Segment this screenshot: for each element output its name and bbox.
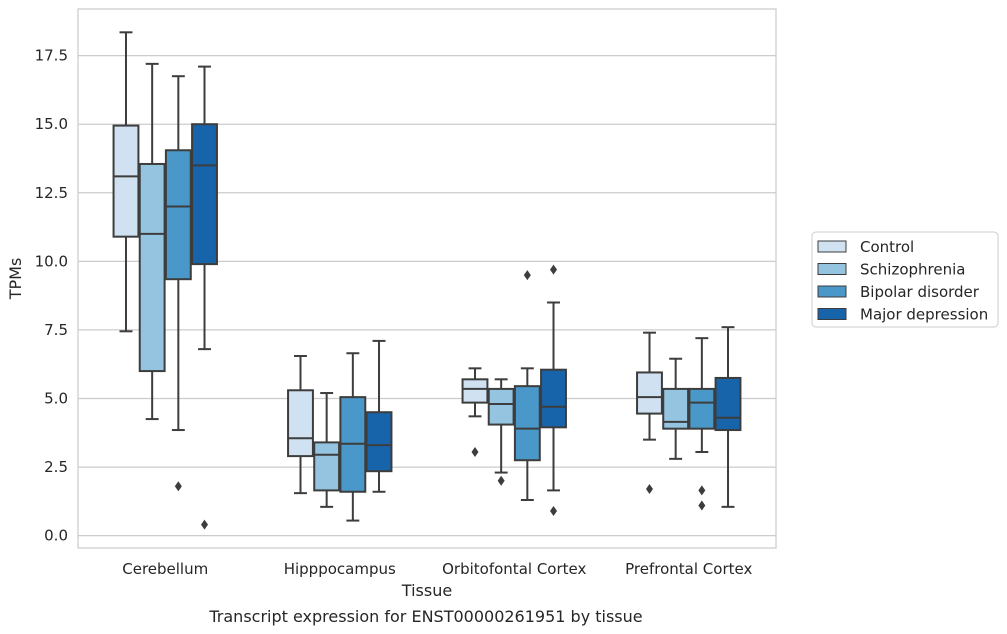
y-tick-label: 7.5	[44, 321, 68, 339]
box-iqr	[365, 411, 393, 473]
box-bipolar-disorder	[688, 337, 716, 511]
box-major-depression	[540, 264, 567, 516]
y-tick-label: 0.0	[44, 527, 68, 545]
box-major-depression	[365, 339, 393, 493]
chart-caption: Transcript expression for ENST0000026195…	[208, 607, 642, 626]
x-tick-label: Orbitofontal Cortex	[442, 560, 586, 578]
box-iqr	[138, 162, 166, 373]
box-iqr	[540, 368, 567, 429]
outlier-point	[497, 475, 505, 486]
y-axis-label: TPMs	[6, 258, 25, 301]
box-major-depression	[714, 326, 742, 508]
box-iqr	[513, 385, 541, 462]
box-iqr	[112, 124, 140, 238]
box-iqr	[313, 441, 341, 492]
box-schizophrenia	[313, 392, 341, 508]
legend-swatch	[817, 240, 847, 253]
box-iqr	[287, 389, 314, 458]
outlier-point	[174, 481, 182, 492]
box-iqr	[487, 387, 515, 426]
legend-label: Bipolar disorder	[860, 283, 980, 301]
plot-frame	[77, 8, 777, 549]
outlier-point	[645, 484, 653, 495]
outlier-point	[698, 485, 706, 496]
y-tick-label: 10.0	[35, 252, 68, 270]
box-control	[461, 367, 489, 457]
box-schizophrenia	[138, 62, 166, 421]
outlier-point	[550, 264, 558, 275]
outlier-point	[471, 446, 479, 457]
legend-frame	[811, 231, 999, 328]
box-iqr	[164, 149, 192, 281]
box-control	[636, 331, 663, 495]
x-tick-label: Prefrontal Cortex	[625, 560, 752, 578]
legend-swatch	[817, 285, 847, 298]
box-iqr	[636, 371, 663, 415]
x-axis-label: Tissue	[401, 581, 452, 600]
box-iqr	[461, 378, 489, 404]
box-bipolar-disorder	[513, 270, 541, 501]
legend-swatch	[817, 263, 847, 275]
outlier-point	[550, 505, 558, 516]
x-tick-label: Cerebellum	[122, 560, 208, 578]
outlier-point	[698, 500, 706, 511]
legend-label: Control	[860, 238, 914, 256]
legend-label: Major depression	[860, 306, 988, 324]
box-series	[112, 31, 742, 530]
outlier-point	[523, 270, 531, 281]
box-control	[287, 354, 314, 495]
legend-label: Schizophrenia	[860, 261, 965, 279]
outlier-point	[201, 519, 209, 530]
y-tick-labels: 0.0 2.5 5.0 7.5 10.0 12.5 15.0 17.5	[35, 47, 68, 545]
box-bipolar-disorder	[164, 75, 192, 492]
legend: Control Schizophrenia Bipolar disorder Majo…	[811, 231, 999, 328]
legend-swatch	[817, 308, 847, 320]
y-tick-label: 5.0	[44, 390, 68, 408]
box-control	[112, 31, 140, 333]
box-iqr	[688, 387, 716, 430]
y-tick-label: 12.5	[35, 184, 68, 202]
box-iqr	[714, 376, 742, 432]
box-bipolar-disorder	[339, 352, 367, 522]
box-iqr	[191, 123, 218, 266]
y-tick-label: 2.5	[44, 458, 68, 476]
box-schizophrenia	[662, 357, 690, 460]
box-schizophrenia	[487, 378, 515, 486]
box-major-depression	[191, 65, 218, 530]
y-tick-label: 17.5	[35, 47, 68, 65]
y-tick-label: 15.0	[35, 115, 68, 133]
x-tick-labels: Cerebellum Hipppocampus Orbitofontal Corte…	[122, 560, 752, 578]
x-tick-label: Hipppocampus	[284, 560, 396, 578]
y-gridlines	[78, 55, 776, 537]
